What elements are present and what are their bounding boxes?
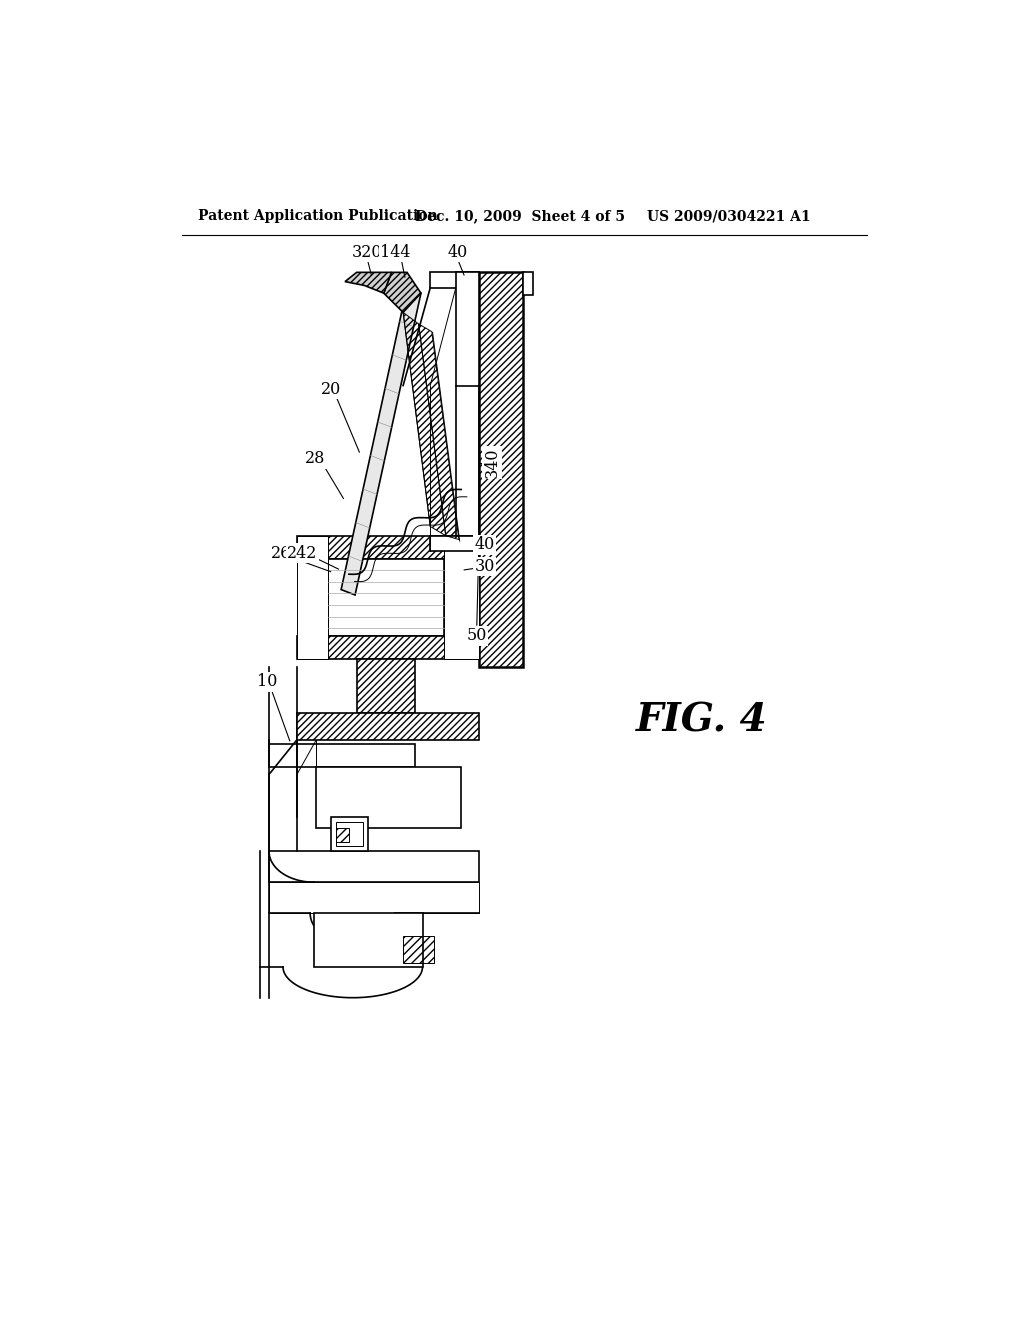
Polygon shape — [331, 817, 369, 851]
Polygon shape — [430, 272, 479, 288]
Polygon shape — [456, 272, 479, 385]
Text: 320: 320 — [351, 244, 382, 261]
Polygon shape — [341, 288, 421, 595]
Text: 242: 242 — [287, 545, 317, 562]
Polygon shape — [384, 272, 421, 313]
Text: 144: 144 — [380, 244, 411, 261]
Text: 20: 20 — [321, 381, 341, 397]
Polygon shape — [430, 536, 479, 552]
Text: 10: 10 — [257, 673, 278, 690]
Text: 30: 30 — [474, 558, 495, 576]
Polygon shape — [316, 767, 461, 829]
Polygon shape — [297, 713, 479, 739]
Polygon shape — [479, 272, 523, 667]
Polygon shape — [297, 636, 479, 659]
Polygon shape — [523, 272, 532, 296]
Text: 28: 28 — [305, 450, 326, 467]
Polygon shape — [297, 536, 479, 558]
Polygon shape — [345, 272, 391, 293]
Polygon shape — [356, 659, 415, 713]
Polygon shape — [269, 743, 415, 767]
Text: 26: 26 — [271, 545, 292, 562]
Polygon shape — [297, 536, 328, 659]
Polygon shape — [328, 558, 444, 636]
Text: FIG. 4: FIG. 4 — [636, 701, 767, 739]
Text: Patent Application Publication: Patent Application Publication — [198, 209, 437, 223]
Polygon shape — [444, 536, 479, 659]
Polygon shape — [269, 882, 479, 913]
Text: 50: 50 — [467, 627, 487, 644]
Polygon shape — [314, 913, 423, 966]
Text: 40: 40 — [447, 244, 468, 261]
Text: Dec. 10, 2009  Sheet 4 of 5: Dec. 10, 2009 Sheet 4 of 5 — [415, 209, 625, 223]
Polygon shape — [269, 851, 479, 882]
Text: US 2009/0304221 A1: US 2009/0304221 A1 — [647, 209, 811, 223]
Polygon shape — [336, 822, 362, 846]
Text: 340: 340 — [483, 447, 501, 478]
Text: 40: 40 — [474, 536, 495, 553]
